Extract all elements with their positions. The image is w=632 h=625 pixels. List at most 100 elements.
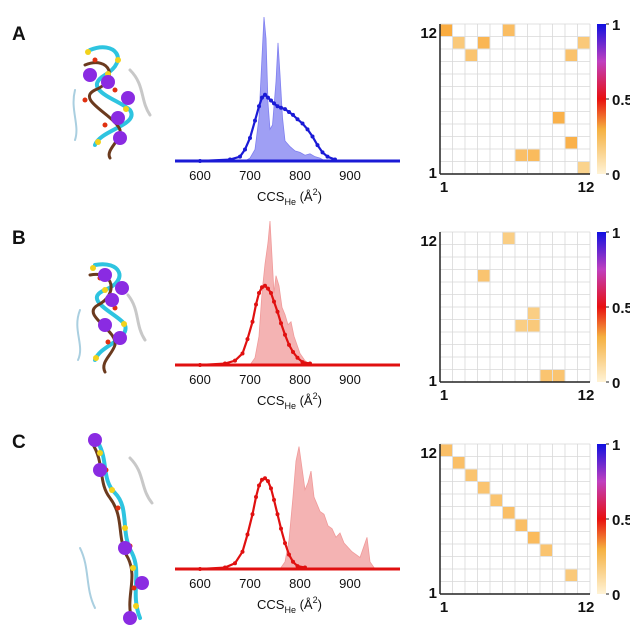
heatmap-cell [440, 444, 452, 456]
distribution-point [279, 321, 283, 326]
distribution-point [263, 476, 267, 481]
heatmap-cell [540, 544, 552, 556]
colorbar-tick-label: 0 [612, 587, 620, 604]
panel-letter-b: B [12, 228, 26, 249]
colorbar-tick-label: 0.5 [612, 92, 630, 109]
colorbar-tick-label: 0 [612, 167, 620, 184]
distribution-point [315, 143, 320, 148]
distribution-point [223, 565, 227, 570]
distribution-point [266, 286, 270, 291]
distribution-point [272, 101, 276, 106]
heatmap-cell [503, 24, 515, 36]
heatmap-cell [478, 37, 490, 49]
distribution-point [240, 351, 245, 356]
histogram-area [279, 446, 376, 570]
heatmap-cell [478, 270, 490, 282]
heatmap-cell [540, 370, 552, 382]
x-tick-label: 900 [339, 576, 361, 591]
distribution-line [199, 476, 306, 571]
distribution-point [243, 147, 247, 152]
heatmap-cell [578, 37, 590, 49]
distribution-point [240, 549, 245, 554]
distribution-point [295, 117, 300, 122]
colorbar-tick-label: 0.5 [612, 300, 630, 317]
x-tick-label: 600 [189, 168, 211, 183]
distribution-point [260, 477, 264, 482]
heatmap-corner-bottom: 1 [429, 585, 437, 602]
heatmap-cell [465, 469, 477, 481]
distribution-point [287, 110, 291, 115]
heatmap-cell [465, 49, 477, 61]
heatmap-corner-right: 12 [578, 179, 595, 194]
distribution-point [250, 319, 255, 324]
distribution-point [291, 559, 295, 564]
distribution-point [260, 285, 264, 290]
x-tick-label: 900 [339, 372, 361, 387]
heatmap-cell [528, 149, 540, 161]
heatmap-corner-right: 12 [578, 387, 595, 402]
distribution-point [233, 358, 237, 363]
x-axis-label: CCSHe (Å2) [257, 187, 322, 207]
distribution-point [295, 355, 300, 360]
molecule-structure-c [79, 433, 154, 625]
distribution-point [266, 479, 270, 484]
distribution-point [263, 92, 267, 97]
heatmap-corner-left: 1 [440, 599, 448, 614]
distribution-point [275, 309, 280, 314]
x-axis-label: CCSHe (Å2) [257, 595, 322, 615]
distribution-point [300, 121, 305, 126]
distribution-point [254, 302, 258, 307]
heatmap-corner-left: 1 [440, 179, 448, 194]
distribution-point [248, 135, 252, 140]
ccs-distribution-chart-c: 600 700 800 900 CCSHe (Å2) [175, 446, 400, 615]
heatmap-cell [528, 307, 540, 319]
colorbar-tick-label: 1 [612, 17, 620, 34]
molecule-structure-b [76, 262, 147, 374]
x-tick-label: 900 [339, 168, 361, 183]
histogram-area [249, 220, 312, 366]
distribution-point [254, 495, 258, 499]
heatmap-cell [565, 569, 577, 581]
distribution-point [333, 157, 337, 162]
distribution-point [283, 107, 287, 112]
distribution-point [275, 512, 280, 517]
heatmap-cell [453, 37, 465, 49]
heatmap-cell [528, 320, 540, 332]
distribution-point [269, 291, 273, 295]
distribution-point [320, 150, 325, 155]
heatmap-cell [503, 507, 515, 519]
heatmap-cell [553, 112, 565, 124]
distribution-point [279, 105, 283, 110]
distribution-point [305, 127, 310, 132]
panel-letter-a: A [12, 24, 26, 45]
x-axis-label: CCSHe (Å2) [257, 391, 322, 411]
distribution-point [233, 561, 237, 566]
distribution-point [295, 564, 300, 569]
heatmap-corner-top: 12 [420, 233, 437, 250]
distribution-point [250, 512, 255, 517]
distribution-point [303, 565, 307, 570]
distribution-point [272, 497, 276, 502]
heatmap-cell [440, 24, 452, 36]
molecule-structure-a [72, 45, 152, 160]
x-tick-label: 800 [289, 168, 311, 183]
distribution-point [253, 118, 257, 123]
distribution-point [272, 299, 276, 304]
distribution-point [198, 159, 202, 163]
distribution-point [291, 350, 295, 355]
ccs-distribution-chart-b: 600 700 800 900 CCSHe (Å2) [175, 220, 400, 411]
heatmap-corner-top: 12 [420, 445, 437, 462]
distribution-point [263, 283, 267, 288]
distribution-point [257, 483, 261, 488]
colorbar [597, 444, 606, 594]
x-tick-label: 600 [189, 576, 211, 591]
ccs-distribution-chart-a: 600 700 800 900 CCSHe (Å2) [175, 16, 400, 207]
colorbar [597, 24, 606, 174]
distribution-point [287, 342, 291, 347]
x-tick-label: 700 [239, 372, 261, 387]
distribution-point [260, 95, 264, 100]
heatmap-corner-left: 1 [440, 387, 448, 402]
